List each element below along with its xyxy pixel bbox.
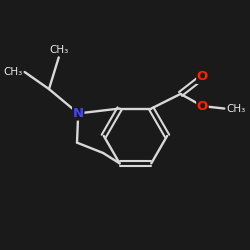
Text: CH₃: CH₃: [49, 45, 68, 55]
Text: CH₃: CH₃: [227, 104, 246, 114]
Text: CH₃: CH₃: [3, 67, 22, 77]
Text: N: N: [73, 107, 84, 120]
Text: O: O: [197, 70, 208, 84]
Text: O: O: [197, 100, 208, 112]
